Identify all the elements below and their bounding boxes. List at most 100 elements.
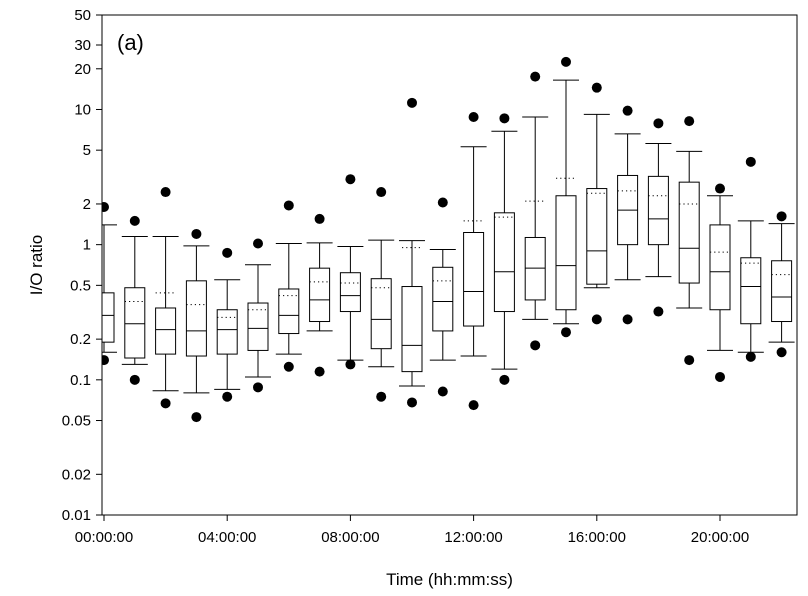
- x-tick-label: 08:00:00: [321, 529, 379, 546]
- outlier-point: [222, 391, 233, 402]
- box-group: [676, 150, 703, 309]
- iqr-box: [586, 188, 608, 285]
- outlier-point: [160, 187, 171, 198]
- y-tick-label: 1: [83, 237, 91, 254]
- x-axis: 00:00:00 04:00:00 08:00:00 12:00:00 16:00:00…: [75, 515, 749, 546]
- iqr-box: [740, 257, 762, 325]
- outlier-point: [102, 355, 109, 366]
- box-group: [553, 79, 579, 325]
- outlier-point: [684, 355, 695, 366]
- outlier-point: [622, 105, 633, 116]
- box-group: [583, 113, 610, 289]
- box-group: [429, 249, 456, 361]
- iqr-box: [370, 278, 392, 350]
- iqr-box: [432, 266, 454, 332]
- box-group: [183, 245, 210, 394]
- box-group: [102, 224, 117, 353]
- outlier-layer: [102, 56, 787, 423]
- outlier-point: [102, 201, 109, 212]
- outlier-point: [376, 391, 387, 402]
- iqr-box: [216, 309, 238, 355]
- outlier-point: [776, 211, 787, 222]
- outlier-point: [191, 412, 202, 423]
- y-tick-label: 0.2: [70, 331, 91, 348]
- iqr-box: [185, 280, 207, 357]
- outlier-point: [499, 374, 510, 385]
- iqr-box: [102, 292, 115, 343]
- outlier-point: [129, 374, 140, 385]
- outlier-point: [314, 213, 325, 224]
- outlier-point: [283, 361, 294, 372]
- outlier-point: [129, 215, 140, 226]
- iqr-box: [463, 232, 485, 327]
- box-group: [245, 264, 271, 378]
- outlier-point: [407, 397, 417, 408]
- outlier-point: [684, 116, 695, 127]
- x-axis-title: Time (hh:mm:ss): [386, 570, 513, 589]
- y-tick-label: 0.01: [62, 507, 91, 524]
- box-group: [460, 146, 487, 357]
- outlier-point: [407, 97, 417, 108]
- y-tick-label: 0.1: [70, 372, 91, 389]
- outlier-point: [253, 238, 263, 249]
- outlier-point: [653, 118, 664, 129]
- x-tick-label: 20:00:00: [691, 529, 749, 546]
- outlier-point: [715, 183, 725, 194]
- outlier-point: [437, 197, 448, 208]
- y-tick-label: 0.02: [62, 466, 91, 483]
- box-group: [614, 133, 641, 281]
- iqr-box: [771, 260, 793, 323]
- outlier-point: [160, 398, 171, 409]
- box-group: [368, 239, 395, 368]
- y-tick-label: 30: [74, 37, 91, 54]
- outlier-point: [437, 386, 448, 397]
- x-tick-label: 00:00:00: [75, 529, 133, 546]
- box-group: [306, 242, 333, 332]
- iqr-box: [155, 307, 177, 355]
- outlier-point: [561, 56, 571, 67]
- y-axis: 0.01 0.02 0.05 0.1 0.2 0.5 1 2 5 10 20 30 50: [62, 7, 102, 524]
- iqr-box: [278, 288, 300, 335]
- y-tick-label: 0.5: [70, 277, 91, 294]
- box-group: [491, 130, 518, 370]
- box-group: [214, 279, 241, 390]
- iqr-box: [678, 181, 700, 284]
- x-tick-label: 12:00:00: [444, 529, 502, 546]
- outlier-point: [253, 382, 263, 393]
- outlier-point: [530, 340, 541, 351]
- plot-frame: [101, 14, 798, 516]
- box-group: [337, 245, 364, 361]
- box-group: [707, 195, 733, 351]
- iqr-box: [555, 195, 577, 311]
- box-group: [522, 116, 549, 320]
- outlier-point: [715, 371, 725, 382]
- box-group: [768, 223, 795, 343]
- y-axis-title: I/O ratio: [27, 235, 46, 295]
- outlier-point: [653, 306, 664, 317]
- outlier-point: [776, 347, 787, 358]
- iqr-box: [247, 302, 269, 351]
- outlier-point: [314, 366, 325, 377]
- iqr-box: [124, 287, 146, 359]
- outlier-point: [283, 200, 294, 211]
- outlier-point: [376, 187, 387, 198]
- box-group: [645, 143, 672, 278]
- panel-label: (a): [117, 30, 144, 55]
- box-group: [152, 235, 179, 392]
- outlier-point: [222, 247, 233, 258]
- iqr-box: [802, 271, 808, 326]
- box-layer: [102, 79, 808, 394]
- outlier-point: [468, 111, 479, 122]
- y-tick-label: 5: [83, 142, 91, 159]
- outlier-point: [561, 327, 571, 338]
- x-tick-label: 04:00:00: [198, 529, 256, 546]
- y-tick-label: 10: [74, 101, 91, 118]
- iqr-box: [493, 212, 515, 313]
- outlier-point: [468, 400, 479, 411]
- outlier-point: [345, 359, 356, 370]
- box-group: [799, 225, 808, 347]
- y-tick-label: 0.05: [62, 413, 91, 430]
- outlier-point: [530, 71, 541, 82]
- iqr-box: [524, 236, 546, 301]
